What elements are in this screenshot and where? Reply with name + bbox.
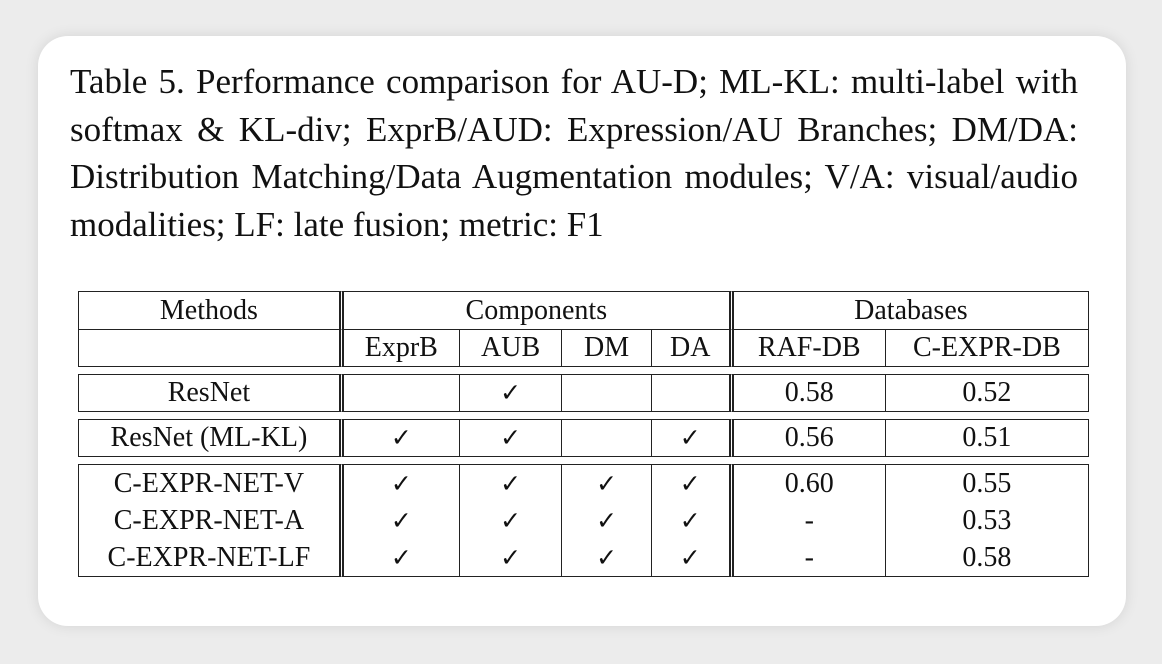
header-components: Components [343, 291, 734, 330]
cell-aub: ✓ [459, 464, 563, 502]
cell-dm: ✓ [562, 464, 652, 502]
header-methods: Methods [78, 291, 344, 330]
cell-aub: ✓ [459, 374, 563, 412]
row-method: ResNet [78, 374, 344, 412]
cell-dm [562, 374, 652, 412]
cell-da: ✓ [651, 419, 734, 457]
row-method: C-EXPR-NET-LF [78, 539, 344, 577]
header-methods-blank [78, 330, 344, 367]
cell-c-expr-db: 0.52 [885, 374, 1089, 412]
cell-raf-db: 0.58 [733, 374, 886, 412]
cell-c-expr-db: 0.58 [885, 539, 1089, 577]
results-table: Methods Components Databases ExprB AUB D… [78, 291, 1089, 577]
cell-exprb [343, 374, 460, 412]
table-row: C-EXPR-NET-A ✓ ✓ ✓ ✓ - 0.53 [78, 502, 1089, 539]
cell-c-expr-db: 0.51 [885, 419, 1089, 457]
header-c-expr-db: C-EXPR-DB [885, 330, 1089, 367]
cell-aub: ✓ [460, 502, 563, 539]
row-method: ResNet (ML-KL) [78, 419, 344, 457]
table-row: C-EXPR-NET-LF ✓ ✓ ✓ ✓ - 0.58 [78, 539, 1089, 577]
header-row-sub: ExprB AUB DM DA RAF-DB C-EXPR-DB [78, 330, 1089, 367]
cell-exprb: ✓ [343, 464, 460, 502]
cell-raf-db: 0.60 [733, 464, 886, 502]
table-row: C-EXPR-NET-V ✓ ✓ ✓ ✓ 0.60 0.55 [78, 464, 1089, 502]
header-aub: AUB [459, 330, 563, 367]
cell-dm: ✓ [562, 502, 652, 539]
header-da: DA [651, 330, 734, 367]
row-method: C-EXPR-NET-V [78, 464, 344, 502]
table-row: ResNet ✓ 0.58 0.52 [78, 374, 1089, 412]
header-row-group: Methods Components Databases [78, 291, 1089, 330]
header-dm: DM [562, 330, 652, 367]
cell-exprb: ✓ [343, 419, 460, 457]
cell-raf-db: - [733, 539, 886, 577]
section-gap [78, 457, 1089, 464]
cell-dm [562, 419, 652, 457]
cell-aub: ✓ [459, 539, 563, 577]
cell-da: ✓ [652, 502, 734, 539]
table-row: ResNet (ML-KL) ✓ ✓ ✓ 0.56 0.51 [78, 419, 1089, 457]
cell-raf-db: - [734, 502, 886, 539]
cell-exprb: ✓ [344, 502, 460, 539]
section-gap [78, 367, 1089, 374]
cell-c-expr-db: 0.53 [886, 502, 1089, 539]
cell-exprb: ✓ [343, 539, 460, 577]
cell-raf-db: 0.56 [733, 419, 886, 457]
cell-da: ✓ [651, 539, 734, 577]
table-caption: Table 5. Performance comparison for AU-D… [70, 62, 1078, 244]
row-method: C-EXPR-NET-A [78, 502, 344, 539]
section-gap [78, 412, 1089, 419]
header-exprb: ExprB [343, 330, 460, 367]
header-raf-db: RAF-DB [733, 330, 886, 367]
cell-da: ✓ [651, 464, 734, 502]
figure-card: Table 5. Performance comparison for AU-D… [38, 36, 1126, 626]
cell-dm: ✓ [562, 539, 652, 577]
cell-da [651, 374, 734, 412]
cell-aub: ✓ [459, 419, 563, 457]
cell-c-expr-db: 0.55 [885, 464, 1089, 502]
header-databases: Databases [733, 291, 1089, 330]
